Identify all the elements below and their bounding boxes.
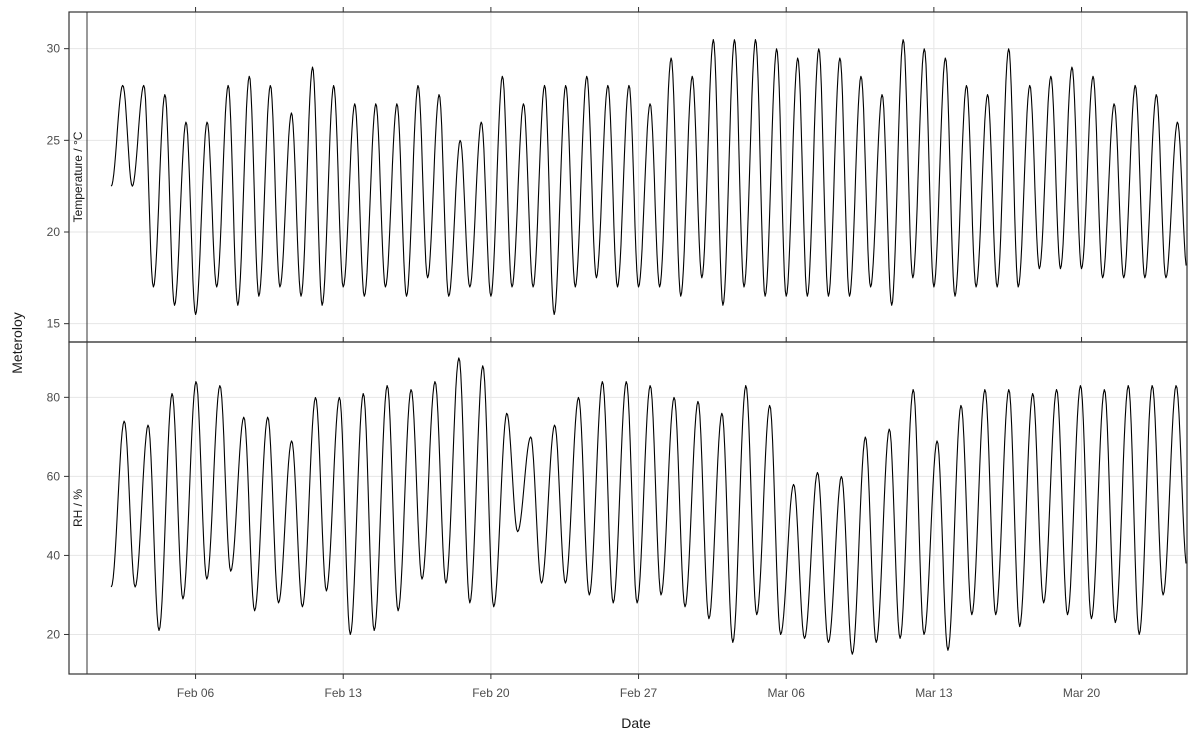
axis-layer: Feb 06 Feb 13 Feb 20 Feb 27 Mar 06 Mar 13 Mar … (47, 7, 1101, 700)
x-tick-label: Mar 20 (1063, 686, 1101, 700)
y-tick-label-0: 20 (47, 225, 61, 239)
x-tick-label: Feb 13 (325, 686, 363, 700)
y-axis-title: Meteroloy (9, 312, 25, 373)
y-tick-label-1: 40 (47, 548, 61, 562)
x-axis-title: Date (621, 715, 651, 731)
strip-label-rh: RH / % (71, 489, 85, 527)
y-tick-label-0: 15 (47, 317, 61, 331)
series-layer (110, 39, 1187, 655)
strip-label-temperature: Temperature / °C (71, 131, 85, 222)
x-tick-label: Feb 27 (620, 686, 658, 700)
series-line-temperature (110, 39, 1187, 316)
series-line-rh (110, 357, 1187, 655)
y-tick-label-1: 60 (47, 469, 61, 483)
x-tick-label: Mar 06 (768, 686, 806, 700)
panel-frame-rh (68, 341, 1188, 675)
y-tick-label-1: 80 (47, 390, 61, 404)
y-tick-label-0: 30 (47, 42, 61, 56)
y-tick-label-0: 25 (47, 133, 61, 147)
x-tick-label: Feb 06 (177, 686, 215, 700)
x-tick-label: Feb 20 (472, 686, 510, 700)
grid-layer (69, 12, 1187, 674)
x-tick-label: Mar 13 (915, 686, 953, 700)
y-tick-label-1: 20 (47, 627, 61, 641)
